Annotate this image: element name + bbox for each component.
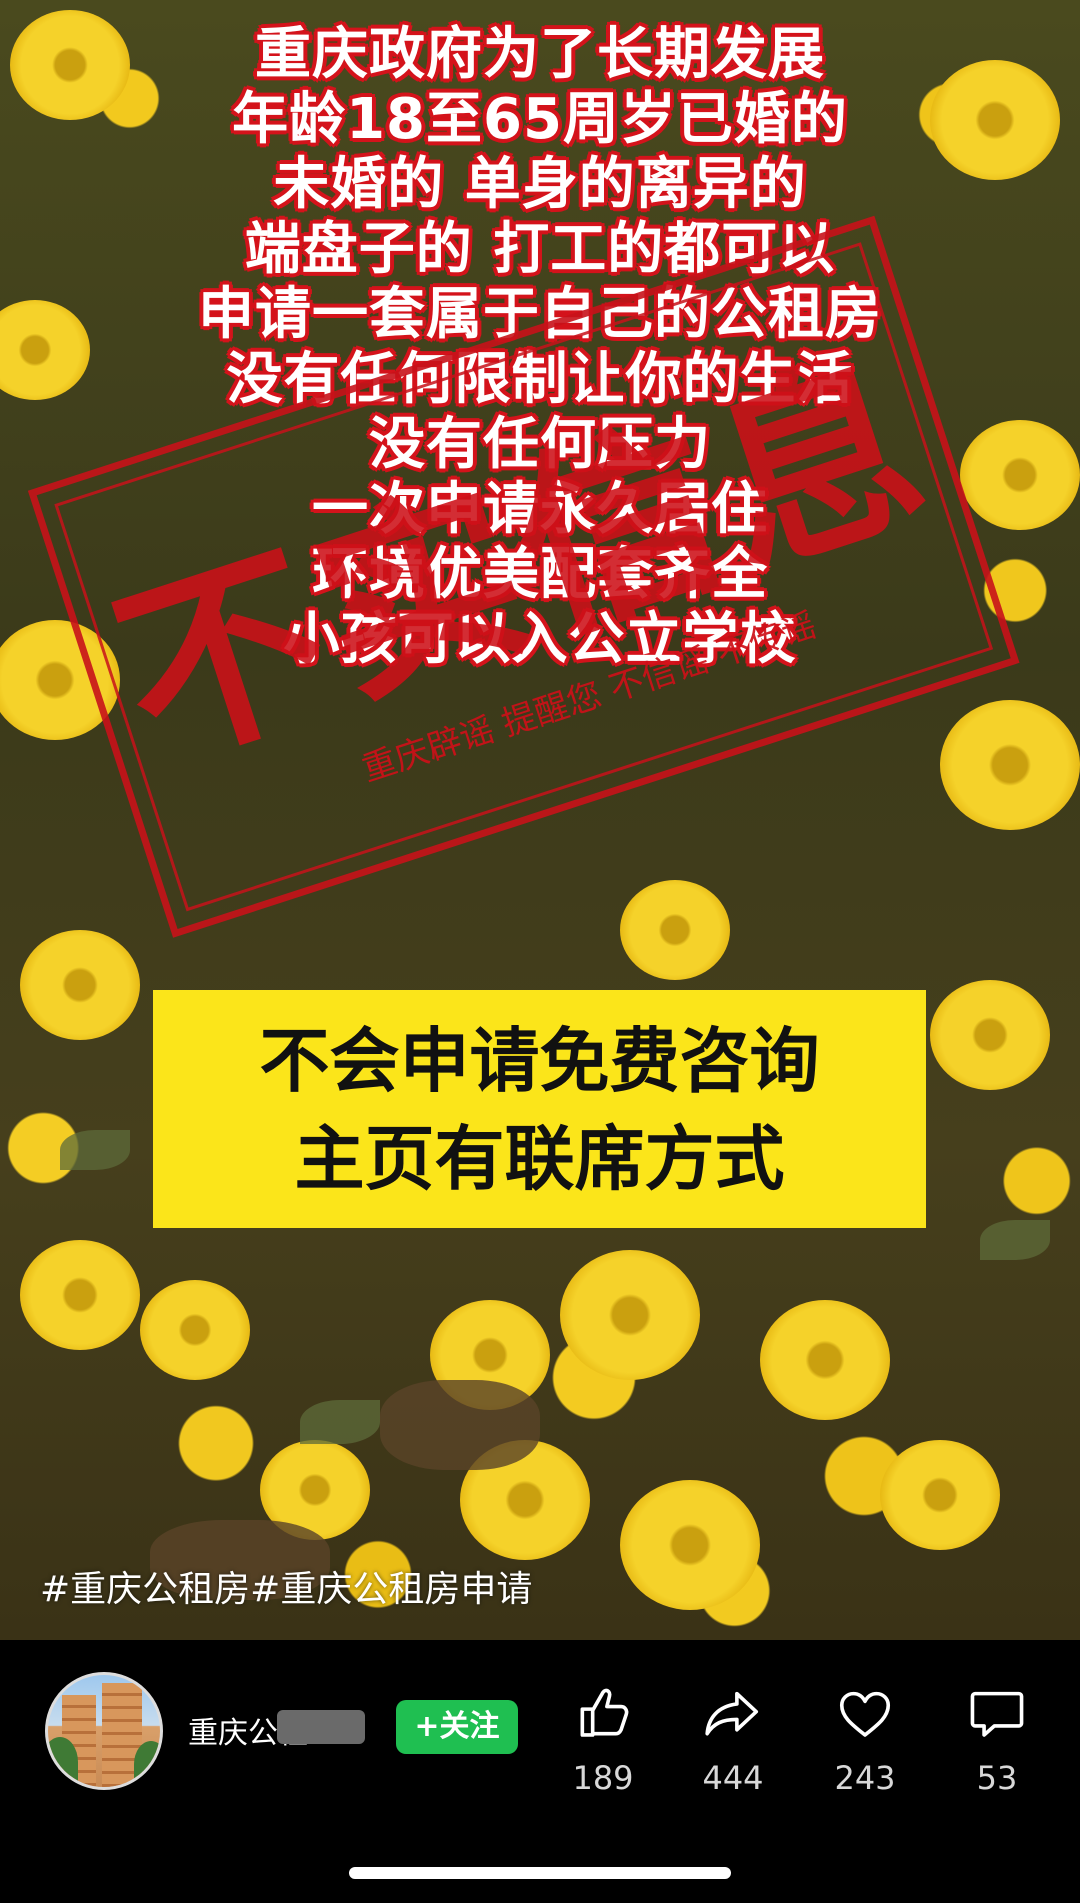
hashtags[interactable]: #重庆公租房#重庆公租房申请: [40, 1569, 533, 1610]
headline-line: 环境优美配套齐全: [312, 542, 768, 607]
flower-decoration: [140, 1280, 250, 1380]
headline-line: 小孩可以入公立学校: [283, 607, 797, 672]
flower-decoration: [620, 1480, 760, 1610]
flower-decoration: [20, 930, 140, 1040]
headline-line: 重庆政府为了长期发展: [255, 22, 825, 87]
flower-decoration: [880, 1440, 1000, 1550]
flower-decoration: [0, 620, 120, 740]
consult-banner: 不会申请免费咨询 主页有联席方式: [153, 990, 926, 1228]
avatar-tree: [48, 1737, 78, 1787]
flower-decoration: [560, 1250, 700, 1380]
flower-decoration: [940, 700, 1080, 830]
home-indicator[interactable]: [349, 1867, 731, 1879]
flower-decoration: [930, 60, 1060, 180]
headline-line: 申请一套属于自己的公租房: [198, 282, 882, 347]
thumbs-up-icon: [580, 1688, 629, 1737]
flower-decoration: [960, 420, 1080, 530]
leaf-decoration: [980, 1220, 1050, 1260]
leaf-decoration: [300, 1400, 380, 1444]
flower-decoration: [760, 1300, 890, 1420]
favorite-button[interactable]: 243: [810, 1682, 920, 1796]
follow-button[interactable]: +关注: [396, 1700, 518, 1754]
flower-decoration: [0, 300, 90, 400]
username-redaction: [277, 1710, 365, 1744]
video-player[interactable]: 重庆政府为了长期发展 年龄18至65周岁已婚的 未婚的 单身的离异的 端盘子的 …: [0, 0, 1080, 1640]
comment-count: 53: [976, 1759, 1018, 1797]
like-button[interactable]: 189: [548, 1682, 658, 1796]
headline-line: 端盘子的 打工的都可以: [244, 217, 836, 282]
leaf-decoration: [60, 1130, 130, 1170]
flower-decoration: [10, 10, 130, 120]
soil-decoration: [380, 1380, 540, 1470]
flower-decoration: [930, 980, 1050, 1090]
comment-bubble-icon: [970, 1691, 1024, 1737]
avatar-tree: [134, 1741, 160, 1787]
favorite-count: 243: [834, 1759, 896, 1797]
headline-line: 没有任何压力: [369, 412, 711, 477]
like-count: 189: [572, 1759, 634, 1797]
flower-decoration: [620, 880, 730, 980]
avatar[interactable]: [45, 1672, 163, 1790]
share-arrow-icon: [705, 1691, 759, 1736]
headline-text: 重庆政府为了长期发展 年龄18至65周岁已婚的 未婚的 单身的离异的 端盘子的 …: [0, 22, 1080, 672]
share-button[interactable]: 444: [678, 1682, 788, 1796]
share-count: 444: [702, 1759, 764, 1797]
headline-line: 没有任何限制让你的生活: [226, 347, 854, 412]
headline-line: 一次申请永久居住: [312, 477, 768, 542]
soil-decoration: [150, 1520, 330, 1600]
consult-banner-line: 不会申请免费咨询: [259, 1020, 820, 1102]
headline-line: 年龄18至65周岁已婚的: [232, 87, 848, 152]
heart-icon: [839, 1691, 891, 1737]
bottom-action-bar: 重庆公租 +关注 189 444 243 53: [0, 1640, 1080, 1903]
headline-line: 未婚的 单身的离异的: [273, 152, 807, 217]
comment-button[interactable]: 53: [942, 1682, 1052, 1796]
consult-banner-line: 主页有联席方式: [294, 1118, 785, 1200]
flower-decoration: [20, 1240, 140, 1350]
